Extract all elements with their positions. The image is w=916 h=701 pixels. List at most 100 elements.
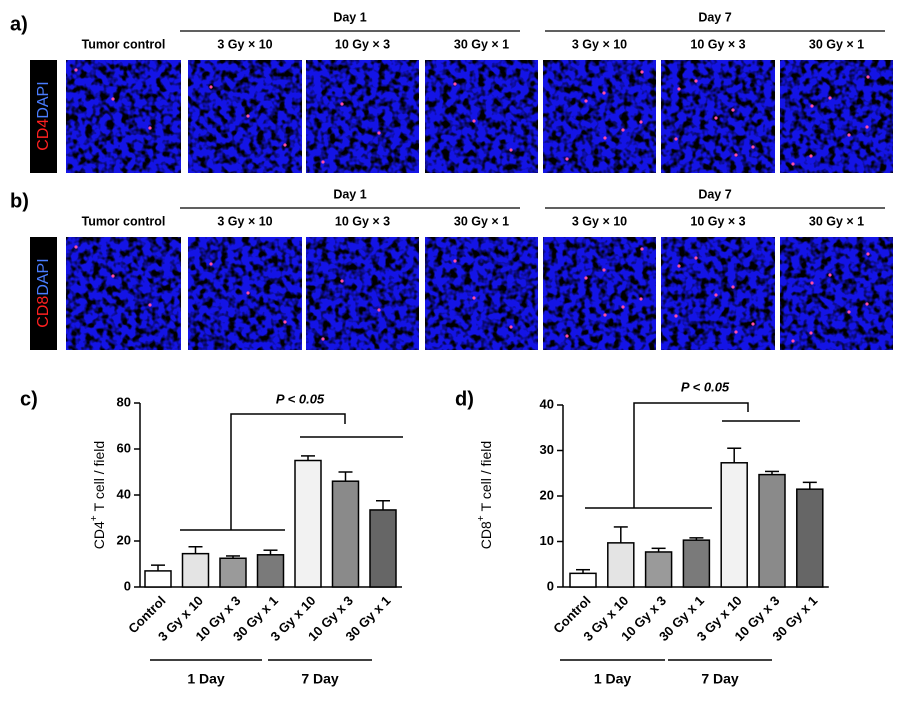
micrograph-texture [188, 60, 302, 173]
bar [294, 459, 322, 588]
stain-label-marker: CD8 [35, 296, 52, 328]
y-tick-label: 20 [117, 532, 131, 547]
stain-spot [791, 162, 795, 166]
stain-spot [565, 334, 569, 338]
group-header: Day 7 [698, 187, 731, 201]
bar [369, 509, 397, 588]
stain-spot [694, 79, 698, 83]
group-label: 7 Day [701, 671, 739, 687]
stain-spot [453, 82, 457, 86]
group-header: Day 7 [698, 10, 731, 24]
stain-spot [866, 252, 870, 256]
y-label-rest: T cell / field [91, 441, 107, 512]
y-tick-label: 80 [117, 394, 131, 409]
y-label-rest: T cell / field [478, 441, 494, 512]
y-axis-label: CD8+ T cell / field [476, 441, 494, 549]
stain-spot [810, 104, 814, 108]
stain-spot [111, 97, 115, 101]
stain-spot [472, 296, 476, 300]
group-label: 1 Day [594, 671, 632, 687]
stain-spot [209, 262, 213, 266]
stain-spot [246, 291, 250, 295]
stain-spot [694, 256, 698, 260]
significance-label: P < 0.05 [681, 379, 730, 394]
stain-spot [734, 330, 738, 334]
panel-label: c) [20, 388, 38, 410]
y-tick-label: 10 [540, 533, 554, 548]
stain-spot [509, 325, 513, 329]
micrograph-texture [543, 237, 656, 350]
stain-spot [639, 297, 643, 301]
stain-spot [602, 91, 606, 95]
bar [720, 462, 748, 588]
stain-spot [209, 85, 213, 89]
stain-spot [734, 153, 738, 157]
stain-spot [809, 331, 813, 335]
micrograph-texture [66, 237, 181, 350]
column-header: 10 Gy × 3 [335, 37, 390, 51]
stain-spot [453, 259, 457, 263]
stain-spot [809, 154, 813, 158]
stain-spot [810, 281, 814, 285]
stain-spot [674, 314, 678, 318]
micrograph-texture [661, 60, 775, 173]
stain-spot [714, 293, 718, 297]
stain-spot [731, 285, 735, 289]
bar [219, 557, 247, 588]
y-tick-label: 60 [117, 440, 131, 455]
stain-spot [677, 87, 681, 91]
group-label: 7 Day [301, 671, 339, 687]
bar [682, 539, 711, 588]
stain-label-marker: CD4 [35, 119, 52, 151]
stain-spot [847, 133, 851, 137]
stain-spot [509, 148, 513, 152]
stain-spot [603, 313, 607, 317]
stain-spot [714, 116, 718, 120]
stain-spot [283, 143, 287, 147]
micrograph-texture [306, 237, 419, 350]
bar [758, 473, 786, 588]
stain-spot [621, 128, 625, 132]
column-header: Tumor control [82, 214, 166, 228]
stain-spot [640, 70, 644, 74]
group-header: Day 1 [333, 187, 366, 201]
stain-spot [340, 279, 344, 283]
stain-spot [640, 247, 644, 251]
stain-spot [828, 96, 832, 100]
y-label-sup: + [476, 515, 487, 521]
stain-box [30, 60, 57, 173]
micrograph-texture [66, 60, 181, 173]
micrograph-texture [425, 237, 538, 350]
stain-spot [321, 160, 325, 164]
y-tick-label: 40 [540, 396, 554, 411]
stain-spot [246, 114, 250, 118]
micrograph-texture [780, 60, 893, 173]
micrograph-texture [425, 60, 538, 173]
stain-spot [751, 322, 755, 326]
stain-spot [639, 120, 643, 124]
column-header: 3 Gy × 10 [572, 214, 627, 228]
stain-label: CD4DAPI [35, 81, 52, 150]
stain-spot [847, 310, 851, 314]
stain-spot [751, 145, 755, 149]
stain-spot [111, 274, 115, 278]
stain-box [30, 237, 57, 350]
group-label: 1 Day [187, 671, 225, 687]
stain-spot [74, 68, 78, 72]
stain-spot [340, 102, 344, 106]
y-tick-label: 30 [540, 442, 554, 457]
stain-spot [866, 75, 870, 79]
stain-spot [148, 303, 152, 307]
column-header: Tumor control [82, 37, 166, 51]
panel-label: d) [455, 388, 474, 410]
column-header: 30 Gy × 1 [454, 37, 509, 51]
y-label-sup: + [89, 515, 100, 521]
y-label-marker: CD4 [91, 521, 107, 549]
stain-spot [283, 320, 287, 324]
stain-spot [584, 99, 588, 103]
bar [607, 542, 635, 588]
bar [181, 552, 210, 588]
panel-label: b) [10, 190, 29, 212]
stain-spot [865, 125, 869, 129]
